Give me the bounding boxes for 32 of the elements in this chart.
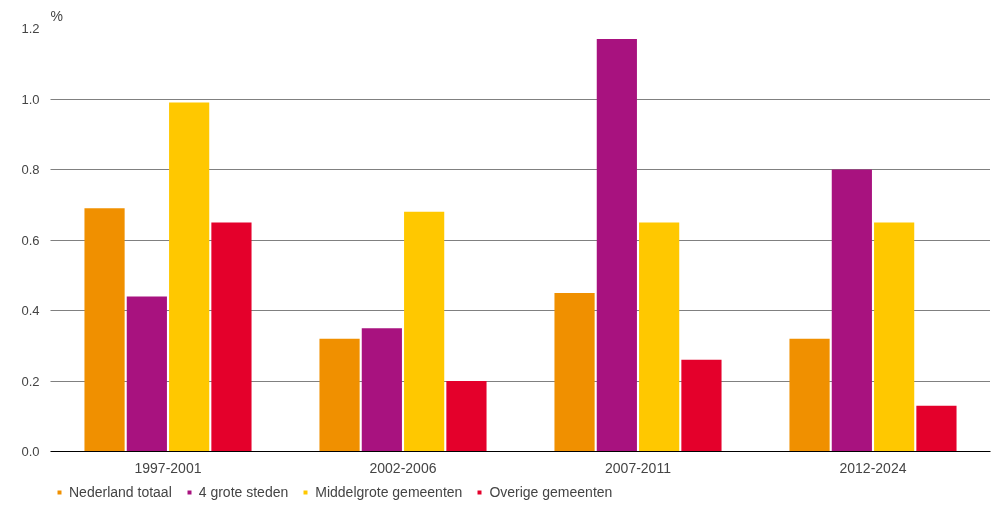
x-tick-label: 1997-2001	[134, 459, 202, 476]
x-tick-label: 2012-2024	[839, 459, 907, 476]
y-tick-label: 1.0	[21, 91, 40, 107]
bar	[789, 338, 830, 452]
legend-label: Nederland totaal	[69, 484, 172, 500]
bar	[446, 381, 487, 452]
bar	[211, 222, 252, 452]
y-tick-label: 0.8	[21, 162, 40, 177]
bar	[639, 222, 680, 452]
bar	[361, 328, 402, 452]
bar	[831, 169, 872, 452]
bar	[126, 296, 167, 452]
bar	[681, 359, 722, 452]
y-tick-label: 1.2	[21, 21, 40, 36]
legend-label: Overige gemeenten	[489, 484, 613, 500]
bar	[319, 338, 360, 452]
bar	[596, 39, 637, 452]
x-tick-label: 2007-2011	[605, 459, 672, 476]
y-tick-label: 0.6	[21, 232, 40, 248]
legend-label: Middelgrote gemeenten	[315, 484, 463, 500]
legend-label: 4 grote steden	[198, 484, 289, 500]
y-tick-label: 0.2	[21, 373, 40, 389]
y-tick-label: 0.4	[21, 303, 40, 318]
bar	[874, 222, 915, 452]
x-tick-label: 2002-2006	[369, 459, 437, 476]
y-tick-label: 0.0	[21, 444, 40, 459]
bar	[554, 292, 595, 452]
bar	[84, 208, 125, 452]
bar	[169, 102, 210, 452]
y-axis-title: %	[50, 7, 63, 24]
bar	[404, 211, 445, 452]
bar	[916, 405, 957, 452]
